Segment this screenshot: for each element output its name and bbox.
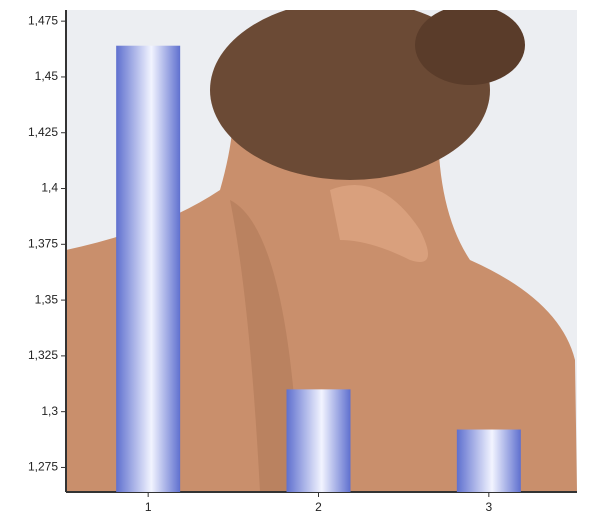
x-tick-label: 1 (145, 500, 152, 514)
bar (286, 389, 351, 492)
y-tick-label: 1,375 (28, 236, 58, 250)
x-tick-label: 2 (315, 500, 322, 514)
bar (116, 45, 181, 492)
y-tick-label: 1,275 (28, 460, 58, 474)
y-tick-label: 1,4 (41, 181, 58, 195)
y-tick-label: 1,325 (28, 348, 58, 362)
x-tick-label: 3 (485, 500, 492, 514)
y-tick-label: 1,45 (35, 69, 59, 83)
bar (456, 429, 521, 492)
y-tick-label: 1,475 (28, 13, 58, 27)
y-tick-label: 1,35 (35, 292, 59, 306)
y-tick-label: 1,3 (41, 404, 58, 418)
y-tick-label: 1,425 (28, 125, 58, 139)
